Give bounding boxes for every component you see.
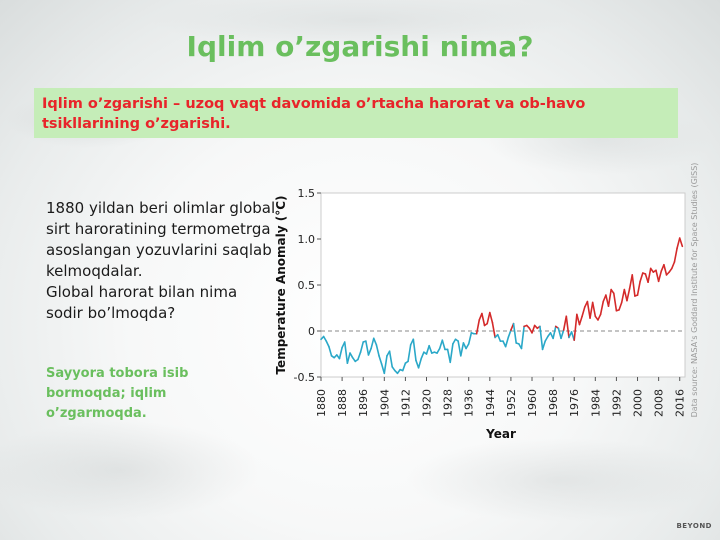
definition-text: Iqlim o’zgarishi – uzoq vaqt davomida o’… bbox=[42, 96, 586, 132]
conclusion-note: Sayyora tobora isib bormoqda; iqlim o’zg… bbox=[46, 366, 189, 421]
intro-paragraph: 1880 yildan beri olimlar global sirt har… bbox=[46, 199, 276, 322]
brand-logo: BEYOND bbox=[676, 522, 712, 530]
definition-box: Iqlim o’zgarishi – uzoq vaqt davomida o’… bbox=[34, 88, 678, 138]
slide-title: Iqlim o’zgarishi nima? bbox=[186, 30, 534, 63]
